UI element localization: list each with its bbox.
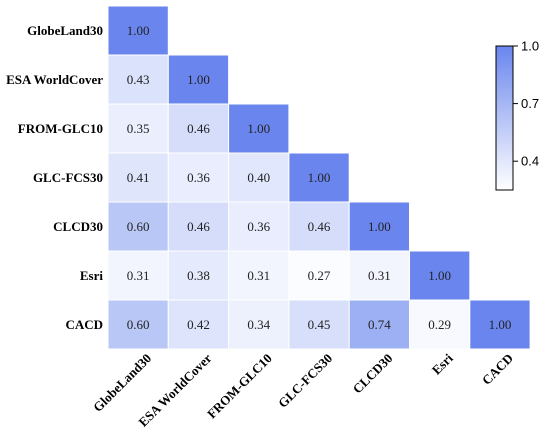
column-label: FROM-GLC10 (204, 351, 275, 422)
cell-value-label: 0.35 (127, 121, 150, 136)
cell-value-label: 0.29 (428, 317, 451, 332)
heatmap-cell (228, 250, 290, 301)
cell-value-label: 0.42 (187, 317, 210, 332)
cell-value-label: 1.00 (187, 72, 210, 87)
cell-value-label: 0.31 (368, 268, 391, 283)
heatmap-cell (348, 250, 411, 301)
heatmap-cell (107, 5, 169, 56)
row-label: Esri (80, 268, 104, 283)
column-label: Esri (429, 350, 456, 377)
row-label: GlobeLand30 (27, 23, 103, 38)
cell-value-label: 0.27 (308, 268, 331, 283)
cell-value-label: 1.00 (247, 121, 270, 136)
cell-value-label: 0.45 (308, 317, 331, 332)
heatmap-cell (167, 152, 230, 203)
cell-value-label: 0.60 (127, 317, 150, 332)
heatmap-cell (288, 250, 350, 301)
heatmap-cell (409, 250, 471, 301)
heatmap-cell (167, 250, 230, 301)
cell-value-label: 0.36 (187, 170, 210, 185)
heatmap-cell (409, 299, 471, 350)
heatmap-cell (107, 299, 169, 350)
cell-value-label: 0.40 (247, 170, 270, 185)
heatmap-cell (167, 299, 230, 350)
heatmap-cell (288, 299, 350, 350)
colorbar-gradient (495, 45, 514, 191)
row-labels: GlobeLand30 ESA WorldCover FROM-GLC10 GLC-F… (6, 23, 103, 332)
column-label: GlobeLand30 (90, 351, 154, 415)
cell-value-label: 0.38 (187, 268, 210, 283)
cell-value-label: 1.00 (489, 317, 512, 332)
row-label: ESA WorldCover (6, 72, 103, 87)
heatmap-cell (288, 152, 350, 203)
colorbar-ticks: 1.0 0.7 0.4 (513, 39, 539, 169)
cell-value-label: 0.43 (127, 72, 150, 87)
heatmap-cell (107, 54, 169, 105)
cell-value-label: 0.31 (127, 268, 150, 283)
cell-value-label: 1.00 (308, 170, 331, 185)
row-label: CLCD30 (53, 219, 103, 234)
heatmap-cell (469, 299, 531, 350)
row-label: GLC-FCS30 (33, 170, 103, 185)
row-label: FROM-GLC10 (18, 121, 103, 136)
column-label: CACD (479, 351, 516, 388)
cell-value-label: 0.60 (127, 219, 150, 234)
cell-value-label: 0.46 (187, 219, 210, 234)
colorbar-tick-label: 1.0 (521, 39, 539, 54)
cell-value-label: 0.46 (308, 219, 331, 234)
heatmap-cell (107, 250, 169, 301)
cell-value-label: 0.31 (247, 268, 270, 283)
heatmap-cell (228, 103, 290, 154)
heatmap-cells: 1.00 0.43 1.00 0.35 0.46 1.00 0.41 0.36 0.40 1.00… (107, 5, 531, 350)
cell-value-label: 0.34 (247, 317, 270, 332)
cell-value-label: 1.00 (428, 268, 451, 283)
heatmap-cell (167, 54, 230, 105)
column-label: CLCD30 (350, 351, 396, 397)
colorbar-tick-label: 0.7 (521, 96, 539, 111)
heatmap-cell (288, 201, 350, 252)
row-label: CACD (65, 317, 103, 332)
cell-value-label: 0.41 (127, 170, 150, 185)
cell-value-label: 0.74 (368, 317, 391, 332)
colorbar-tick-label: 0.4 (521, 154, 539, 169)
cell-value-label: 1.00 (368, 219, 391, 234)
heatmap-cell (167, 201, 230, 252)
cell-value-label: 1.00 (127, 23, 150, 38)
column-label: GLC-FCS30 (275, 351, 335, 411)
cell-value-label: 0.46 (187, 121, 210, 136)
cell-value-label: 0.36 (247, 219, 270, 234)
colorbar: 1.0 0.7 0.4 (495, 39, 539, 191)
